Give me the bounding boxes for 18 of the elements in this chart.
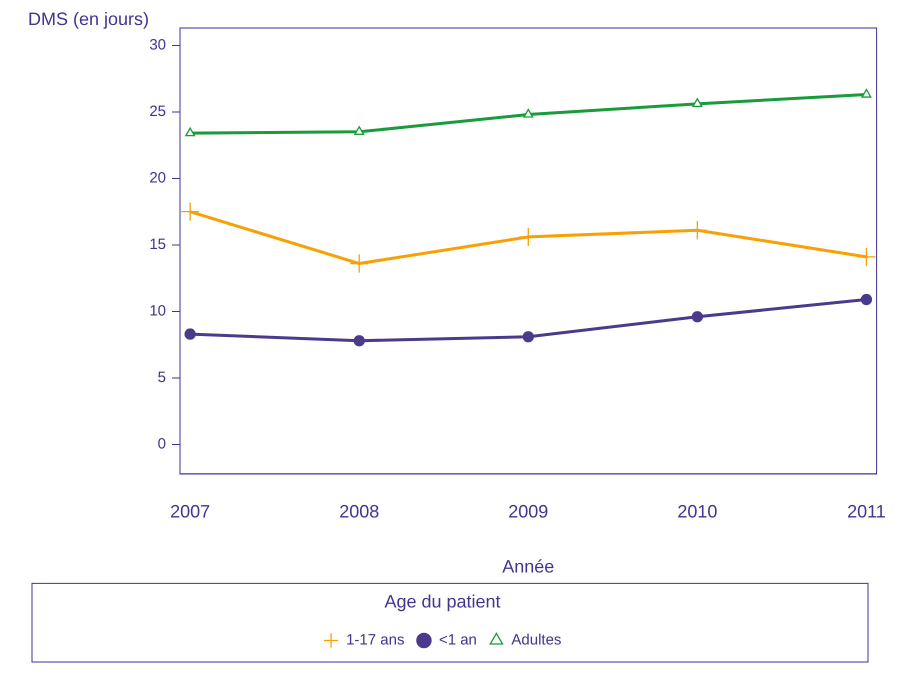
legend-label: <1 an [438, 632, 477, 649]
y-axis-title: DMS (en jours) [28, 8, 150, 29]
legend-label: Adultes [511, 632, 562, 649]
y-tick-label: 25 [149, 102, 166, 120]
y-tick-label: 0 [158, 436, 166, 453]
x-tick-label: 2008 [339, 502, 380, 522]
y-tick-label: 30 [149, 36, 166, 54]
legend-label: 1-17 ans [346, 632, 404, 649]
y-tick-label: 15 [149, 236, 166, 254]
x-tick-label: 2007 [170, 502, 210, 522]
x-tick-label: 2009 [508, 502, 548, 522]
y-tick-label: 20 [149, 170, 166, 187]
x-axis-title: Année [502, 556, 554, 576]
x-tick-label: 2011 [847, 502, 886, 522]
y-tick-label: 5 [158, 369, 166, 386]
x-tick-label: 2010 [677, 502, 718, 522]
legend-title: Age du patient [384, 591, 501, 612]
y-tick-label: 10 [149, 302, 166, 320]
